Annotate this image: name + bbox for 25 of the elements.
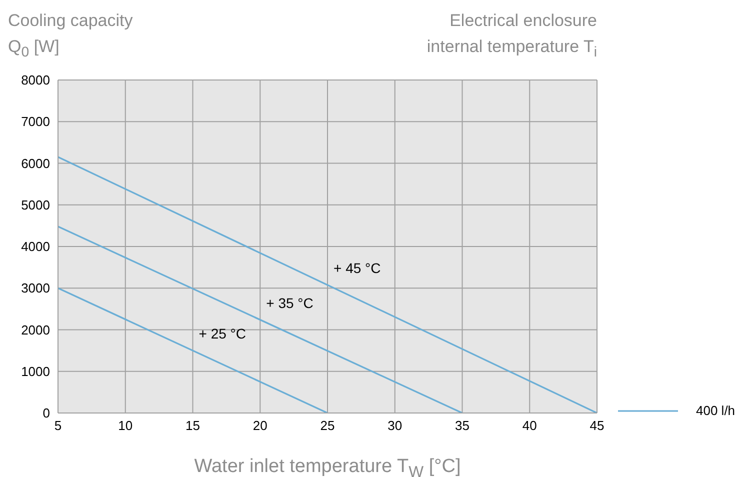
y-tick-label: 6000 — [21, 156, 50, 171]
annotation: + 35 °C — [266, 294, 314, 311]
x-tick-label: 15 — [186, 418, 200, 434]
annotation: + 45 °C — [334, 260, 381, 276]
y-tick-label: 3000 — [21, 280, 50, 296]
y-tick-label: 1000 — [21, 364, 50, 379]
text: Electrical enclosure internal temperature T$_{i}$ — [426, 10, 597, 62]
x-tick-label: 45 — [590, 418, 604, 434]
y-axis-title: Cooling capacity Q$_{0}$ [W] — [8, 10, 134, 62]
x-tick-label: 5 — [54, 418, 62, 434]
y-tick-label: 7000 — [21, 114, 50, 130]
legend-label: 400 l/h — [696, 403, 736, 418]
x-tick-label: 40 — [522, 418, 537, 434]
x-tick-label: 25 — [320, 418, 335, 434]
x-tick-label: 35 — [455, 418, 470, 434]
x-tick-label: 30 — [388, 418, 402, 434]
x-axis-title: Water inlet temperature T$_{W}$ [°C] — [193, 456, 462, 477]
y-tick-label: 0 — [42, 406, 50, 421]
y-tick-label: 4000 — [21, 239, 50, 254]
annotation: + 25 °C — [198, 326, 246, 342]
x-tick-label: 20 — [252, 418, 268, 434]
x-tick-label: 10 — [118, 418, 133, 434]
y-tick-label: 5000 — [21, 197, 50, 212]
y-tick-label: 8000 — [21, 72, 50, 88]
y-tick-label: 2000 — [21, 322, 50, 338]
